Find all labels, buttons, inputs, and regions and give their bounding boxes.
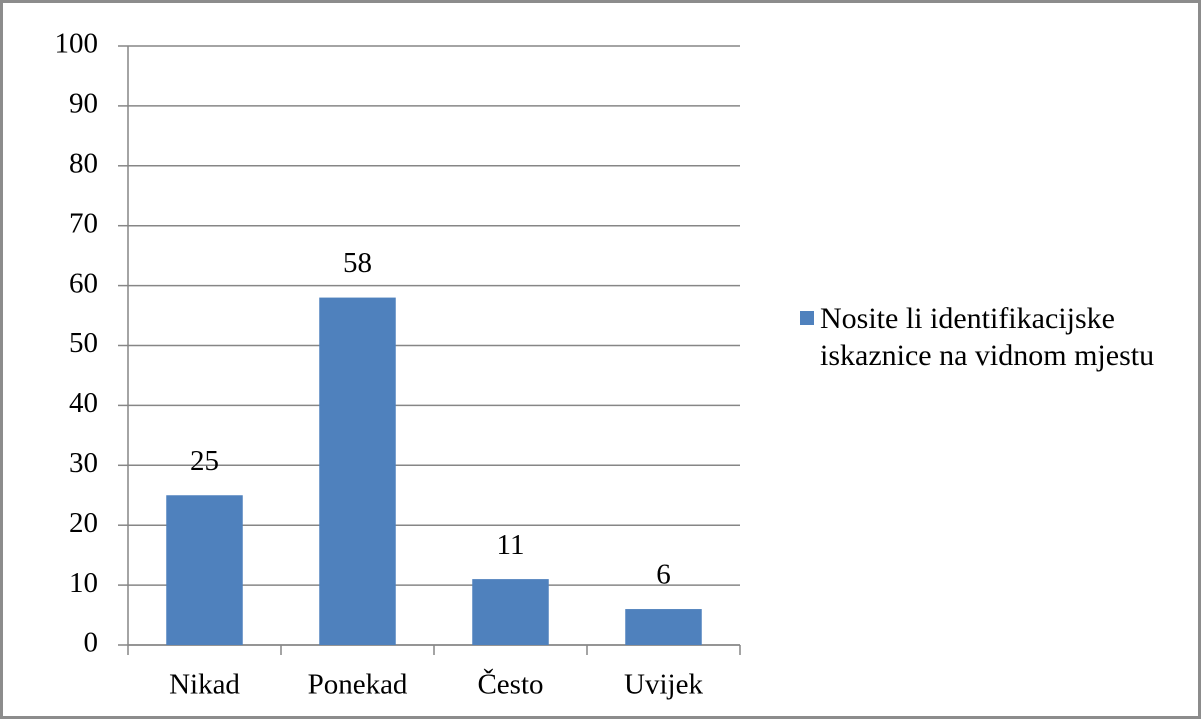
y-tick-label: 20 <box>69 507 98 539</box>
bar <box>166 495 243 645</box>
bar <box>625 609 702 645</box>
legend-label: Nosite li identifikacijske iskaznice na … <box>820 302 1155 372</box>
bar <box>472 579 549 645</box>
y-tick-label: 100 <box>55 28 99 60</box>
y-tick-label: 30 <box>69 447 98 479</box>
data-label: 11 <box>497 529 525 561</box>
y-tick-label: 10 <box>69 567 98 599</box>
bar <box>319 297 396 645</box>
y-tick-label: 70 <box>69 207 98 239</box>
y-tick-label: 90 <box>69 88 98 120</box>
legend-swatch <box>800 311 814 325</box>
data-label: 25 <box>190 445 219 477</box>
y-tick-label: 80 <box>69 147 98 179</box>
legend: Nosite li identifikacijske iskaznice na … <box>800 300 1165 374</box>
y-tick-label: 0 <box>84 627 99 659</box>
x-tick-label: Uvijek <box>624 669 703 701</box>
y-tick-label: 50 <box>69 327 98 359</box>
y-tick-label: 40 <box>69 387 98 419</box>
x-tick-label: Nikad <box>169 669 240 701</box>
data-label: 6 <box>656 559 671 591</box>
x-tick-label: Često <box>477 668 543 701</box>
y-tick-label: 60 <box>69 267 98 299</box>
x-tick-label: Ponekad <box>308 669 408 701</box>
data-label: 58 <box>343 247 372 279</box>
